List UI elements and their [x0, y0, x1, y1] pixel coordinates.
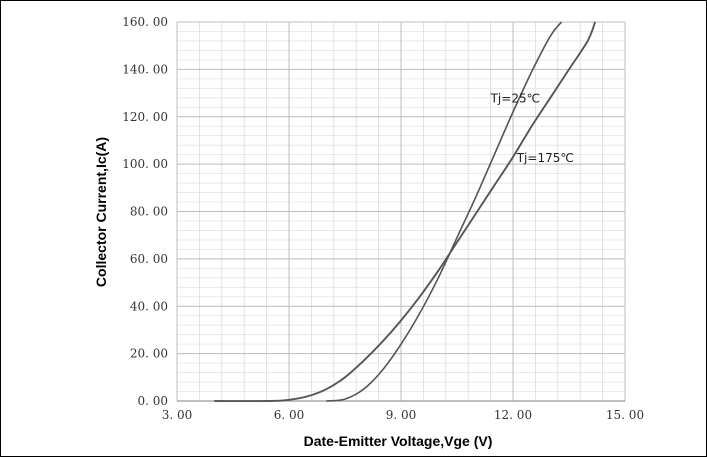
y-tick-label: 120. 00	[122, 110, 168, 124]
x-tick-label: 15. 00	[606, 408, 644, 422]
x-tick-label: 9. 00	[386, 408, 417, 422]
x-axis-title: Date-Emitter Voltage,Vge (V)	[304, 433, 493, 449]
y-tick-label: 100. 00	[122, 157, 168, 171]
y-tick-label: 140. 00	[122, 62, 168, 76]
x-tick-labels: 3. 00 6. 00 9. 00 12. 00 15. 00	[162, 408, 644, 422]
y-tick-label: 80. 00	[130, 205, 168, 219]
curve-annotation-1: Tj=175℃	[516, 151, 574, 165]
series-lines	[214, 21, 597, 403]
x-tick-label: 12. 00	[494, 408, 532, 422]
series-line-1	[214, 21, 597, 403]
curve-annotations: Tj=25℃ Tj=175℃	[490, 92, 574, 165]
y-tick-label: 160. 00	[122, 15, 168, 29]
y-tick-label: 40. 00	[130, 299, 168, 313]
y-tick-label: 60. 00	[130, 252, 168, 266]
y-tick-label: 0. 00	[137, 394, 168, 408]
x-tick-label: 6. 00	[274, 408, 305, 422]
curve-annotation-0: Tj=25℃	[490, 92, 540, 106]
y-tick-labels: 0. 00 20. 00 40. 00 60. 00 80. 00 100. 00 120.…	[122, 15, 168, 408]
x-tick-label: 3. 00	[162, 408, 193, 422]
y-axis-title: Collector Current,Ic(A)	[93, 137, 109, 287]
y-tick-label: 20. 00	[130, 347, 168, 361]
